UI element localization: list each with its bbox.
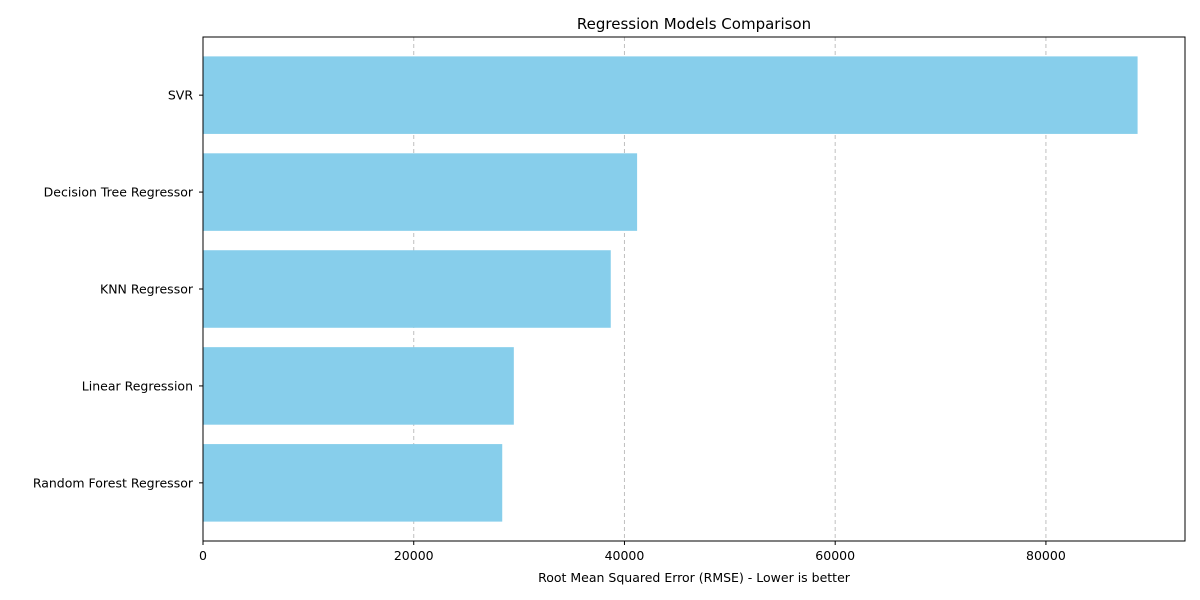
- x-tick-label-2: 40000: [605, 548, 645, 563]
- bar-linear-regression: [203, 347, 514, 425]
- y-axis-ticks: Random Forest Regressor Linear Regression…: [33, 88, 203, 490]
- bars: [203, 56, 1138, 522]
- x-axis-title: Root Mean Squared Error (RMSE) - Lower i…: [538, 570, 851, 585]
- y-tick-label-4: SVR: [168, 88, 193, 103]
- y-tick-label-2: KNN Regressor: [100, 282, 194, 297]
- x-tick-label-4: 80000: [1026, 548, 1066, 563]
- x-tick-label-1: 20000: [394, 548, 434, 563]
- y-tick-label-0: Random Forest Regressor: [33, 475, 194, 490]
- bar-random-forest-regressor: [203, 444, 503, 522]
- x-tick-label-0: 0: [199, 548, 207, 563]
- y-tick-label-1: Linear Regression: [82, 378, 193, 393]
- bar-knn-regressor: [203, 250, 611, 328]
- x-tick-label-3: 60000: [815, 548, 855, 563]
- bar-svr: [203, 56, 1138, 134]
- y-tick-label-3: Decision Tree Regressor: [44, 185, 194, 200]
- x-axis-ticks: 0 20000 40000 60000 80000: [199, 541, 1066, 563]
- bar-decision-tree-regressor: [203, 153, 638, 231]
- chart-title: Regression Models Comparison: [577, 15, 811, 33]
